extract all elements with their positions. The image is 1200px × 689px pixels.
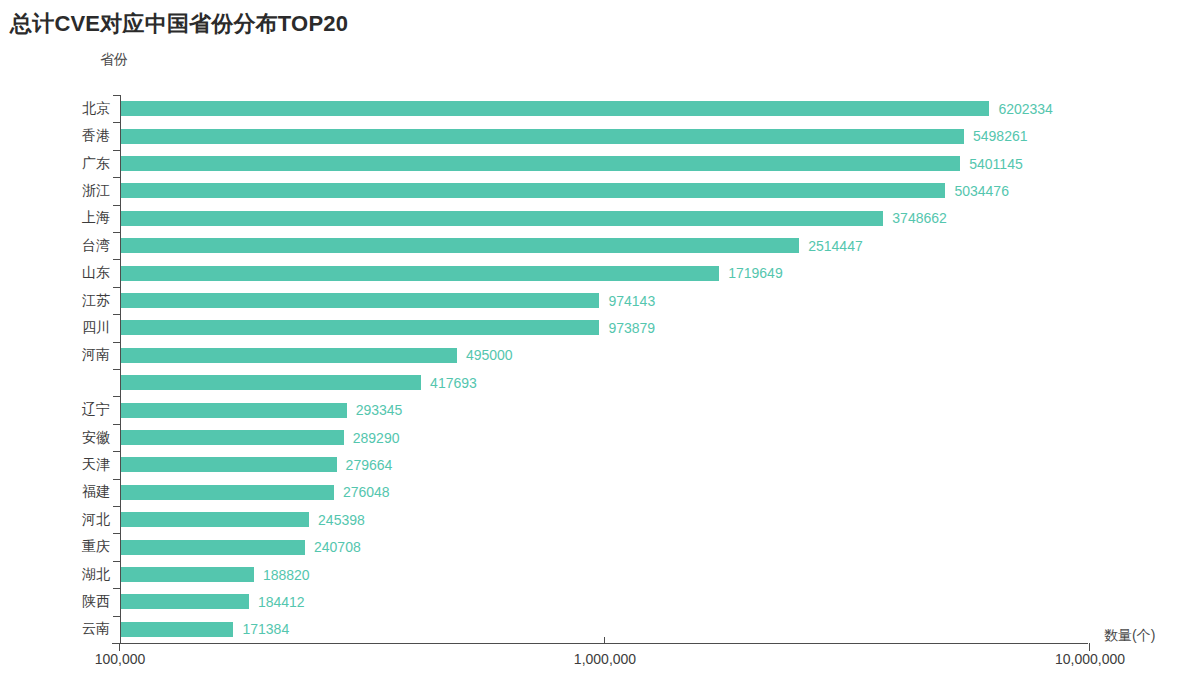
bar (121, 238, 799, 253)
bar (121, 293, 599, 308)
y-axis-tick (113, 205, 120, 206)
x-axis-line (112, 643, 1088, 644)
bar-value-label: 293345 (356, 402, 403, 418)
category-label: 江苏 (18, 292, 110, 310)
x-axis-tick (604, 637, 605, 643)
bar (121, 266, 719, 281)
bar (121, 430, 344, 445)
y-axis-tick (113, 369, 120, 370)
bar (121, 403, 347, 418)
bar-value-label: 171384 (242, 621, 289, 637)
bar-value-label: 245398 (318, 512, 365, 528)
bar-value-label: 6202334 (998, 101, 1053, 117)
category-label: 河南 (18, 346, 110, 364)
bar (121, 512, 309, 527)
x-tick-label: 100,000 (50, 651, 190, 667)
bar-value-label: 240708 (314, 539, 361, 555)
y-axis-tick (113, 588, 120, 589)
bar (121, 320, 599, 335)
bar-value-label: 279664 (346, 457, 393, 473)
bar (121, 567, 254, 582)
bar-value-label: 2514447 (808, 238, 863, 254)
bar-value-label: 973879 (608, 320, 655, 336)
bar-value-label: 184412 (258, 594, 305, 610)
y-axis-tick (113, 95, 120, 96)
bar (121, 101, 989, 116)
x-axis-tick (119, 643, 120, 651)
category-label: 云南 (18, 620, 110, 638)
y-axis-tick (113, 314, 120, 315)
category-label: 安徽 (18, 429, 110, 447)
category-label: 四川 (18, 319, 110, 337)
category-label: 香港 (18, 127, 110, 145)
y-axis-title: 省份 (100, 51, 128, 69)
bar (121, 457, 337, 472)
bar-value-label: 417693 (430, 375, 477, 391)
y-axis-tick (113, 122, 120, 123)
bar-value-label: 5498261 (973, 128, 1028, 144)
bar (121, 485, 334, 500)
bar-value-label: 974143 (608, 293, 655, 309)
bar-value-label: 5034476 (954, 183, 1009, 199)
y-axis-tick (113, 506, 120, 507)
y-axis-tick (113, 287, 120, 288)
bar (121, 594, 249, 609)
bar-value-label: 495000 (466, 347, 513, 363)
category-label: 台湾 (18, 237, 110, 255)
y-axis-tick (113, 561, 120, 562)
category-label: 辽宁 (18, 401, 110, 419)
y-axis-tick (113, 177, 120, 178)
bar (121, 622, 233, 637)
y-axis-tick (113, 424, 120, 425)
x-axis-tick (1089, 643, 1090, 651)
category-label: 天津 (18, 456, 110, 474)
bar-value-label: 276048 (343, 484, 390, 500)
bar (121, 211, 883, 226)
x-tick-label: 1,000,000 (535, 651, 675, 667)
bar (121, 129, 964, 144)
category-label: 湖北 (18, 566, 110, 584)
chart-title: 总计CVE对应中国省份分布TOP20 (10, 9, 348, 39)
bar (121, 348, 457, 363)
x-axis-title: 数量(个) (1104, 627, 1155, 645)
category-label: 河北 (18, 511, 110, 529)
y-axis-line (120, 95, 121, 643)
bar-value-label: 1719649 (728, 265, 783, 281)
category-label: 山东 (18, 264, 110, 282)
y-axis-tick (113, 479, 120, 480)
y-axis-tick (113, 396, 120, 397)
bar-value-label: 289290 (353, 430, 400, 446)
category-label: 福建 (18, 483, 110, 501)
category-label: 陕西 (18, 593, 110, 611)
bar (121, 156, 960, 171)
category-label: 北京 (18, 100, 110, 118)
bar (121, 183, 945, 198)
x-tick-label: 10,000,000 (1020, 651, 1160, 667)
bar-value-label: 3748662 (892, 210, 947, 226)
bar (121, 540, 305, 555)
category-label: 浙江 (18, 182, 110, 200)
y-axis-tick (113, 150, 120, 151)
y-axis-tick (113, 451, 120, 452)
category-label: 上海 (18, 209, 110, 227)
category-label: 广东 (18, 155, 110, 173)
y-axis-tick (113, 533, 120, 534)
bar-value-label: 188820 (263, 567, 310, 583)
bar (121, 375, 421, 390)
y-axis-tick (113, 616, 120, 617)
bar-value-label: 5401145 (969, 156, 1022, 172)
category-label: 重庆 (18, 538, 110, 556)
chart-canvas: 总计CVE对应中国省份分布TOP20 省份 数量(个) 北京 6202334 香港 5… (0, 0, 1200, 689)
y-axis-tick (113, 342, 120, 343)
y-axis-tick (113, 232, 120, 233)
y-axis-tick (113, 259, 120, 260)
